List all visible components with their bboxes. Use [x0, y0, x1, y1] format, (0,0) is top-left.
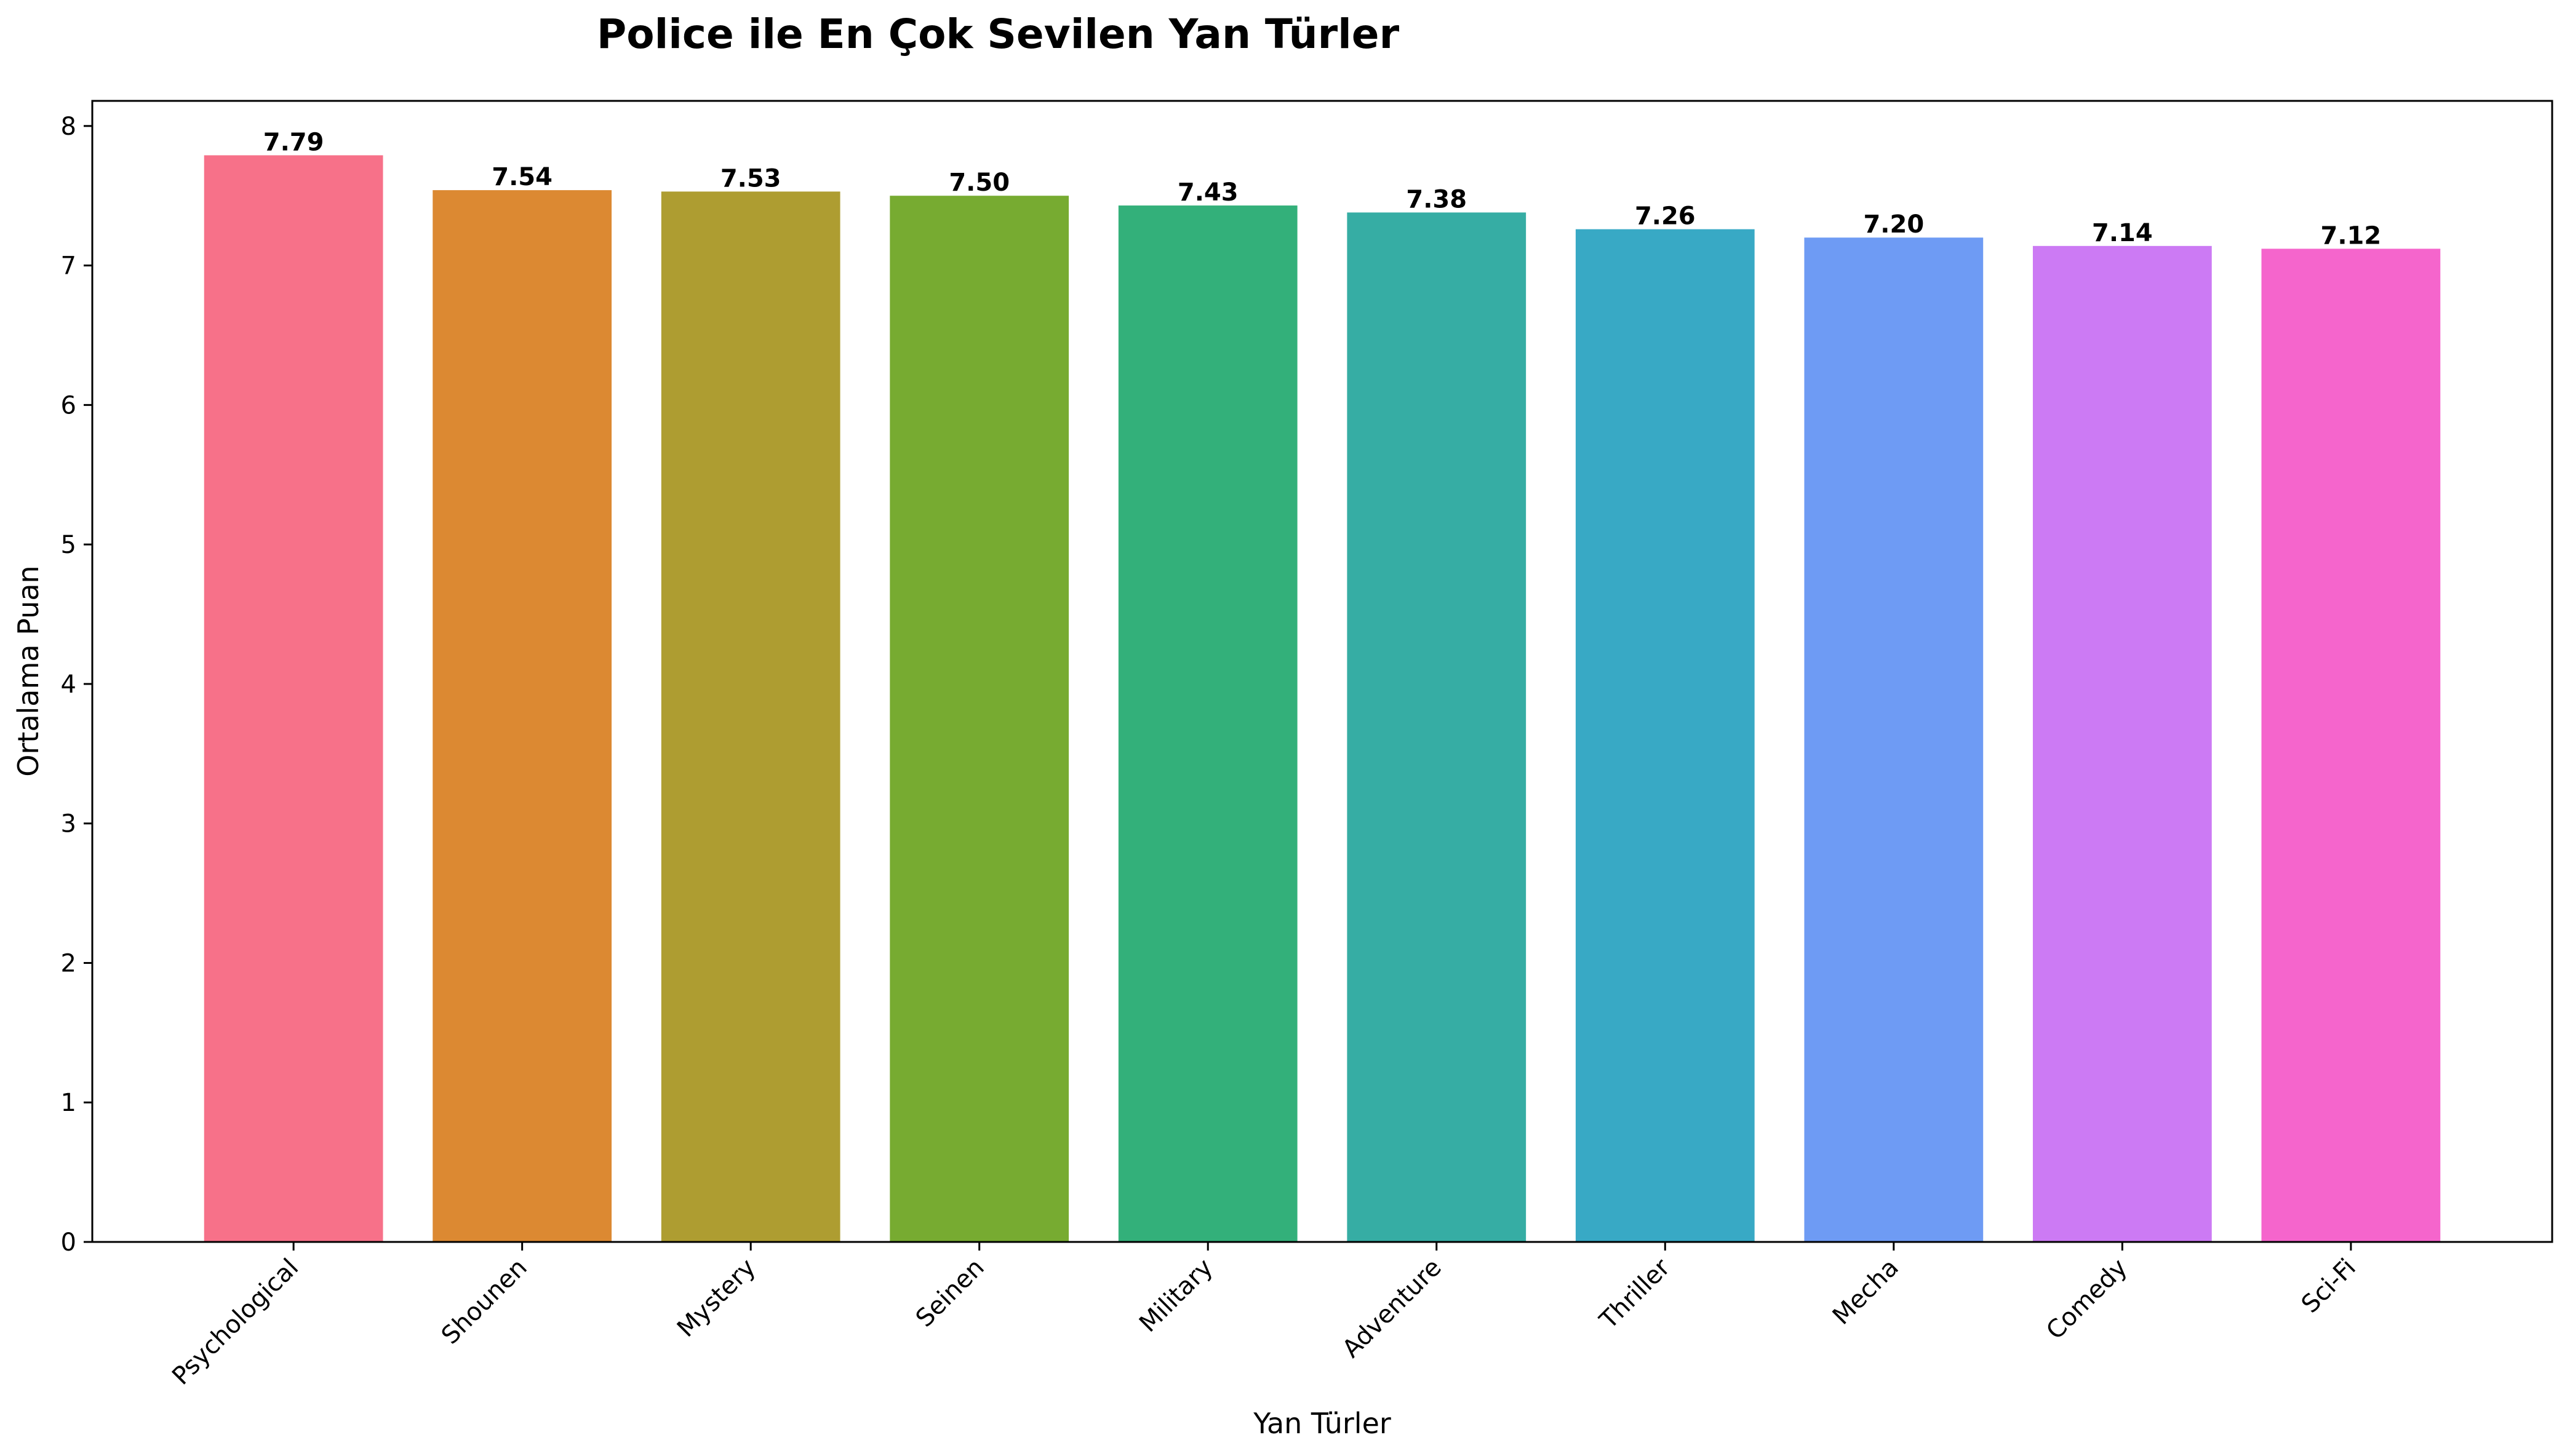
- y-tick-label: 7: [61, 252, 76, 280]
- bars-layer: [204, 155, 2441, 1243]
- x-tick-label: Thriller: [1594, 1253, 1676, 1335]
- y-tick-label: 6: [61, 391, 76, 420]
- bar-psychological: [204, 155, 383, 1243]
- data-label: 7.14: [2092, 219, 2153, 247]
- y-tick-label: 2: [61, 949, 76, 977]
- bar-sci-fi: [2261, 249, 2441, 1243]
- y-axis-label: Ortalama Puan: [12, 565, 45, 776]
- data-label: 7.53: [720, 164, 781, 193]
- x-tick-label: Seinen: [911, 1254, 990, 1333]
- data-labels-layer: 7.79 7.54 7.53 7.50 7.43 7.38 7.26 7.20 7.14 7.12: [263, 128, 2381, 250]
- bar-mystery: [661, 191, 840, 1242]
- data-label: 7.79: [263, 128, 324, 156]
- bar-thriller: [1575, 229, 1755, 1242]
- x-tick-label: Adventure: [1337, 1254, 1447, 1364]
- y-tick-label: 0: [61, 1228, 76, 1257]
- data-label: 7.54: [492, 163, 553, 191]
- y-axis: 0 1 2 3 4 5 6 7 8: [61, 113, 92, 1257]
- bar-seinen: [890, 196, 1069, 1243]
- y-tick-label: 8: [61, 113, 76, 141]
- x-axis: Psychological Shounen Mystery Seinen Militar…: [167, 1242, 2361, 1391]
- x-tick-label: Mystery: [672, 1254, 761, 1343]
- x-tick-label: Psychological: [167, 1254, 304, 1391]
- bar-comedy: [2032, 245, 2212, 1242]
- bar-mecha: [1804, 237, 1984, 1242]
- y-tick-label: 4: [61, 670, 76, 699]
- chart-title: Police ile En Çok Sevilen Yan Türler: [597, 10, 1400, 58]
- bar-shounen: [433, 190, 612, 1242]
- data-label: 7.43: [1178, 178, 1239, 207]
- data-label: 7.20: [1863, 210, 1924, 239]
- bar-adventure: [1347, 212, 1526, 1242]
- x-tick-label: Shounen: [436, 1254, 533, 1350]
- y-tick-label: 3: [61, 810, 76, 838]
- data-label: 7.38: [1406, 185, 1467, 213]
- x-axis-label: Yan Türler: [1253, 1407, 1391, 1440]
- data-label: 7.12: [2321, 221, 2382, 250]
- x-tick-label: Sci-Fi: [2296, 1254, 2361, 1319]
- data-label: 7.26: [1635, 202, 1696, 231]
- x-tick-label: Comedy: [2041, 1254, 2133, 1345]
- x-tick-label: Military: [1134, 1254, 1218, 1338]
- y-tick-label: 1: [61, 1089, 76, 1117]
- bar-military: [1118, 205, 1298, 1242]
- plot-frame: [91, 100, 2553, 1243]
- y-tick-label: 5: [61, 531, 76, 559]
- data-label: 7.50: [949, 169, 1010, 197]
- x-tick-label: Mecha: [1827, 1254, 1904, 1331]
